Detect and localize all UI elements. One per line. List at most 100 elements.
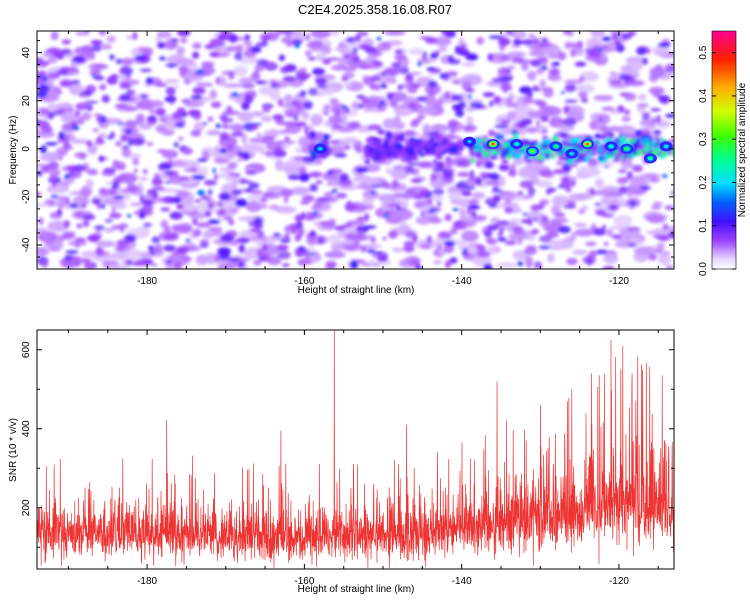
noise-blob — [215, 76, 221, 85]
noise-blob — [75, 261, 81, 267]
noise-blob — [545, 232, 559, 238]
noise-blob — [270, 83, 280, 89]
noise-blob — [629, 176, 648, 188]
noise-blob — [176, 46, 185, 56]
noise-blob — [342, 224, 352, 228]
noise-blob — [227, 123, 245, 131]
signal-blob — [442, 138, 448, 144]
noise-speckle — [50, 194, 58, 198]
noise-blob — [141, 199, 154, 206]
noise-blob — [248, 221, 257, 227]
signal-blob — [604, 153, 610, 158]
noise-blob — [112, 161, 126, 170]
noise-blob — [103, 167, 116, 174]
noise-blob — [167, 43, 179, 47]
noise-blob — [189, 167, 198, 173]
noise-blob — [601, 224, 607, 230]
noise-blob — [213, 157, 230, 164]
noise-blob — [119, 68, 125, 73]
signal-blob — [524, 156, 528, 161]
x-tick-label: -120 — [609, 576, 629, 587]
noise-blob — [558, 225, 571, 234]
noise-blob — [452, 80, 462, 85]
noise-blob — [324, 251, 346, 259]
noise-blob — [126, 35, 134, 40]
noise-blob — [177, 31, 191, 37]
noise-blob — [200, 195, 209, 201]
noise-blob — [662, 223, 669, 231]
noise-blob — [534, 99, 542, 105]
noise-blob — [294, 214, 303, 222]
noise-blob — [527, 90, 533, 99]
noise-blob — [356, 217, 367, 221]
noise-blob — [497, 236, 507, 242]
noise-blob — [61, 39, 72, 45]
noise-blob — [74, 211, 84, 218]
noise-blob — [626, 175, 634, 179]
noise-blob — [442, 170, 454, 179]
noise-blob — [580, 205, 589, 210]
colorbar-tick-label: 0.1 — [698, 218, 709, 232]
noise-blob — [416, 96, 428, 102]
noise-blob — [324, 105, 330, 111]
noise-blob — [155, 37, 162, 43]
noise-blob — [358, 104, 364, 109]
noise-blob — [87, 234, 100, 243]
noise-blob — [207, 116, 214, 122]
noise-blob — [491, 189, 505, 194]
noise-blob — [395, 108, 412, 115]
noise-blob — [426, 235, 433, 244]
noise-blob — [565, 187, 572, 193]
noise-blob — [74, 164, 86, 172]
noise-blob — [221, 117, 234, 123]
noise-blob — [90, 40, 103, 45]
noise-blob — [173, 85, 180, 90]
noise-blob — [80, 203, 87, 209]
noise-blob — [171, 38, 179, 42]
noise-blob — [291, 228, 296, 233]
noise-blob — [273, 113, 284, 123]
noise-blob — [245, 201, 262, 212]
noise-blob — [305, 33, 311, 42]
noise-blob — [555, 239, 574, 250]
noise-blob — [37, 247, 50, 257]
noise-blob — [173, 141, 179, 148]
noise-blob — [109, 187, 118, 196]
noise-blob — [354, 167, 369, 173]
noise-blob — [386, 92, 395, 97]
noise-blob — [129, 89, 136, 97]
noise-blob — [316, 84, 328, 89]
noise-blob — [366, 248, 376, 254]
noise-blob — [461, 248, 469, 257]
noise-blob — [149, 109, 158, 114]
noise-blob — [143, 208, 153, 213]
noise-speckle — [662, 174, 668, 178]
noise-blob — [192, 51, 200, 59]
noise-blob — [93, 113, 103, 117]
noise-blob — [528, 34, 536, 39]
noise-blob — [65, 197, 71, 206]
signal-blob — [433, 159, 437, 164]
noise-blob — [37, 203, 50, 208]
noise-blob — [223, 83, 244, 88]
noise-blob — [370, 75, 381, 82]
noise-blob — [121, 57, 133, 67]
noise-blob — [115, 103, 128, 109]
noise-blob — [74, 237, 87, 243]
noise-blob — [181, 147, 193, 155]
noise-blob — [178, 176, 190, 182]
noise-blob — [176, 203, 184, 210]
noise-blob — [426, 198, 433, 203]
noise-blob — [342, 137, 359, 144]
noise-blob — [175, 189, 190, 198]
snr-frame — [36, 329, 675, 570]
noise-blob — [352, 46, 358, 54]
noise-blob — [662, 256, 671, 266]
noise-blob — [132, 31, 138, 41]
signal-blob — [612, 158, 619, 162]
noise-blob — [354, 233, 367, 242]
noise-blob — [322, 220, 330, 228]
noise-speckle — [72, 126, 80, 131]
signal-blob — [566, 141, 571, 147]
noise-blob — [564, 84, 577, 92]
